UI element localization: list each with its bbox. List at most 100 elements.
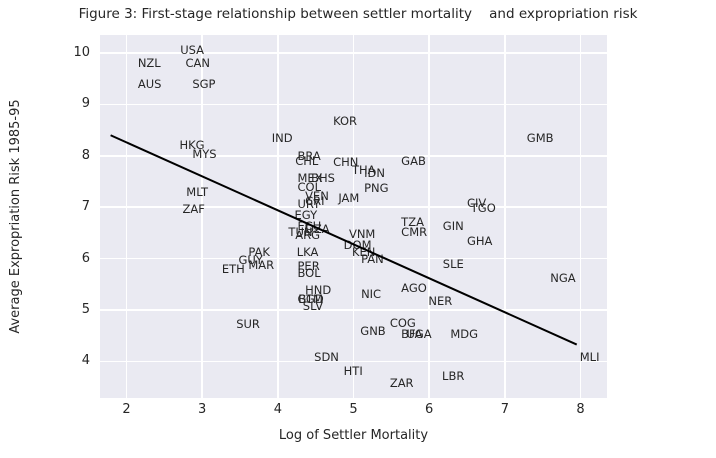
gridline-vertical — [125, 35, 128, 398]
country-label-gtm: GTM — [297, 291, 323, 306]
plot-area: USA NZL CAN AUS SGP KOR GMB IND HKG MYS BRA CHL GAB C… — [100, 35, 607, 398]
country-label-bgd: BGD — [298, 291, 324, 306]
country-label-zar: ZAR — [389, 376, 414, 391]
country-label-gmb: GMB — [526, 130, 554, 145]
y-axis-label: Average Expropriation Risk 1985-95 — [8, 99, 23, 334]
country-label-cog: COG — [389, 315, 416, 330]
country-label-sgp: SGP — [192, 76, 216, 91]
country-label-lka: LKA — [296, 245, 319, 260]
country-label-gab: GAB — [401, 154, 426, 169]
country-label-zaf: ZAF — [182, 202, 205, 217]
country-label-guy: GUY — [238, 253, 263, 268]
country-label-idn: IDN — [364, 165, 385, 180]
x-axis-label: Log of Settler Mortality — [278, 428, 429, 443]
country-label-cmr: CMR — [401, 224, 428, 239]
gridline-horizontal — [100, 103, 607, 106]
gridline-vertical — [277, 35, 279, 398]
gridline-horizontal — [100, 309, 607, 311]
country-label-bhs: BHS — [311, 170, 335, 185]
country-label-pan: PAN — [361, 252, 384, 267]
trend-line-layer — [110, 134, 578, 346]
country-label-tha: THA — [351, 163, 376, 178]
x-tick-label: 4 — [273, 402, 282, 417]
x-tick-label: 3 — [198, 402, 207, 417]
country-label-civ: CIV — [467, 196, 487, 211]
country-label-ner: NER — [428, 294, 453, 309]
country-label-uga: UGA — [406, 327, 432, 342]
country-label-kor: KOR — [333, 113, 358, 128]
country-label-vnm: VNM — [348, 226, 376, 241]
country-label-ago: AGO — [401, 280, 427, 295]
country-label-mex: MEX — [297, 170, 323, 185]
x-tick-label: 8 — [576, 402, 585, 417]
country-label-chn: CHN — [333, 155, 359, 170]
country-label-sdn: SDN — [314, 350, 339, 365]
gridline-horizontal — [100, 257, 607, 260]
country-label-nga: NGA — [550, 270, 576, 285]
country-label-cri: CRI — [305, 193, 325, 208]
country-label-per: PER — [297, 259, 320, 274]
gridline-horizontal — [100, 52, 607, 54]
y-tick-label: 6 — [81, 250, 90, 266]
country-label-gin: GIN — [442, 219, 464, 234]
country-label-aus: AUS — [137, 76, 162, 91]
country-label-can: CAN — [185, 55, 211, 70]
country-label-mdg: MDG — [450, 327, 479, 342]
x-tick-label: 2 — [122, 402, 131, 417]
gridline-vertical — [428, 35, 430, 398]
y-tick-label: 8 — [81, 147, 90, 163]
country-label-lbr: LBR — [442, 369, 465, 383]
figure-title: Figure 3: First-stage relationship betwe… — [78, 6, 638, 22]
country-label-slv: SLV — [302, 299, 324, 314]
country-label-bfa: BFA — [401, 327, 423, 342]
country-label-eth: ETH — [221, 261, 245, 276]
country-label-sle: SLE — [442, 256, 464, 271]
x-tick-label: 6 — [425, 402, 434, 417]
country-label-mlt: MLT — [186, 184, 209, 199]
country-label-gnb: GNB — [360, 324, 386, 339]
country-label-ven: VEN — [305, 189, 329, 204]
x-tick-label: 7 — [500, 402, 509, 417]
country-label-pak: PAK — [248, 245, 270, 260]
country-label-sur: SUR — [236, 316, 260, 331]
country-label-mar: MAR — [248, 257, 275, 272]
country-label-ury: URY — [297, 197, 321, 212]
y-tick-label: 4 — [81, 353, 90, 369]
gridline-vertical — [352, 35, 355, 398]
country-label-nzl: NZL — [137, 55, 161, 70]
gridline-horizontal — [100, 360, 607, 363]
country-label-png: PNG — [364, 180, 389, 195]
country-label-jam: JAM — [338, 191, 360, 206]
gridline-horizontal — [100, 155, 607, 157]
country-label-tgo: TGO — [470, 200, 496, 215]
y-tick-label: 5 — [81, 302, 90, 318]
country-label-ind: IND — [271, 130, 293, 145]
country-label-egy: EGY — [294, 208, 318, 223]
country-label-hnd: HND — [305, 282, 332, 297]
x-tick-label: 5 — [349, 402, 358, 417]
trend-line — [110, 134, 578, 346]
gridline-vertical — [201, 35, 203, 398]
gridline-vertical — [504, 35, 506, 398]
country-label-chl: CHL — [295, 154, 319, 169]
y-tick-label: 9 — [81, 96, 90, 112]
country-label-gha: GHA — [467, 233, 493, 248]
country-label-bol: BOL — [297, 266, 321, 281]
country-label-mli: MLI — [579, 350, 600, 365]
country-label-ken: KEN — [351, 245, 376, 260]
country-label-arg: ARG — [295, 227, 320, 242]
gridline-vertical — [579, 35, 582, 398]
country-label-col: COL — [297, 179, 322, 194]
country-label-tza: TZA — [401, 214, 424, 229]
country-label-hti: HTI — [343, 364, 363, 379]
y-tick-label: 7 — [81, 199, 90, 215]
country-label-bra: BRA — [297, 149, 321, 164]
country-label-usa: USA — [180, 43, 205, 58]
country-label-hkg: HKG — [179, 137, 205, 152]
country-label-tun: TUN — [288, 224, 313, 239]
country-label-mys: MYS — [192, 147, 217, 162]
country-label-ecu: ECU — [297, 219, 322, 234]
country-label-nic: NIC — [361, 287, 382, 302]
y-tick-label: 10 — [73, 44, 90, 60]
gridline-horizontal — [100, 206, 607, 208]
